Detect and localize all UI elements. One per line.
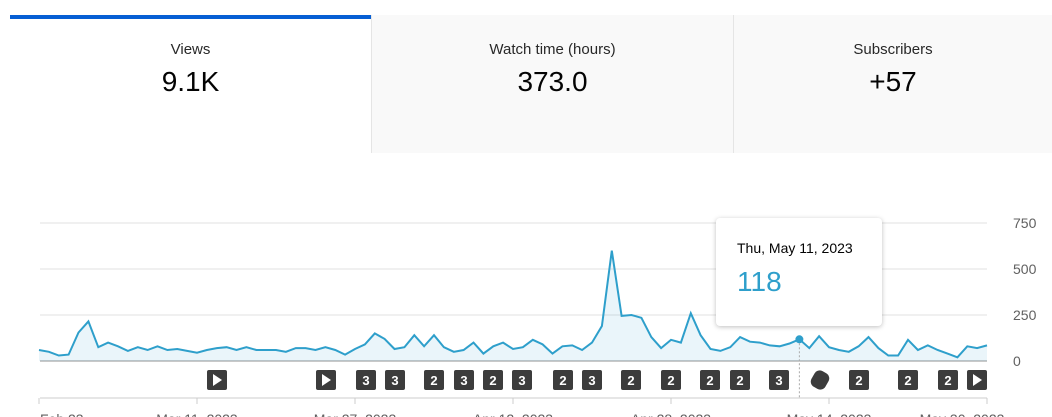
video-count-box <box>898 370 918 390</box>
video-count: 3 <box>391 373 398 388</box>
x-tick-label: Feb 23 <box>40 411 84 417</box>
video-count: 3 <box>775 373 782 388</box>
area <box>39 250 987 361</box>
video-count-box <box>849 370 869 390</box>
tab-label: Watch time (hours) <box>489 41 616 58</box>
tooltip-value: 118 <box>737 266 782 297</box>
video-count: 3 <box>460 373 467 388</box>
tab-value: 373.0 <box>517 66 588 97</box>
x-tick-label: Mar 11, 2023 <box>156 411 238 417</box>
video-count-box <box>454 370 474 390</box>
y-tick-label: 250 <box>1013 307 1037 323</box>
y-tick-label: 0 <box>1013 353 1021 369</box>
y-tick-label: 750 <box>1013 215 1037 231</box>
video-count-box <box>938 370 958 390</box>
tab-label: Views <box>170 41 211 58</box>
x-tick-label: Apr 12, 2023 <box>473 411 553 417</box>
video-count-box <box>483 370 503 390</box>
video-count-box <box>621 370 641 390</box>
hover-point <box>795 335 804 344</box>
video-count: 2 <box>904 373 911 388</box>
x-tick-label: Apr 28, 2023 <box>631 411 711 417</box>
video-count: 3 <box>518 373 525 388</box>
video-count-box <box>512 370 532 390</box>
x-tick-label: Mar 27, 2023 <box>314 411 397 417</box>
x-tick-label: May 14, 2023 <box>787 411 872 417</box>
tab-value: 9.1K <box>161 66 220 97</box>
tooltip: Thu, May 11, 2023 118 <box>716 218 882 326</box>
video-count: 2 <box>559 373 566 388</box>
tab-value: +57 <box>869 66 917 97</box>
video-markers: 3 3 2 3 2 3 2 3 2 2 2 2 3 2 2 2 <box>207 370 987 390</box>
y-tick-label: 500 <box>1013 261 1037 277</box>
play-glyph <box>973 374 982 386</box>
tab[interactable]: Subscribers +57 <box>733 15 1052 153</box>
video-count: 2 <box>944 373 951 388</box>
video-count: 2 <box>855 373 862 388</box>
video-count: 2 <box>667 373 674 388</box>
video-count: 2 <box>430 373 437 388</box>
tab[interactable]: Watch time (hours) 373.0 <box>371 15 733 153</box>
video-count-box <box>700 370 720 390</box>
video-count-box <box>661 370 681 390</box>
video-count-box <box>424 370 444 390</box>
video-count-box <box>730 370 750 390</box>
video-count: 2 <box>706 373 713 388</box>
video-count-box <box>582 370 602 390</box>
shorts-icon <box>810 370 830 390</box>
line <box>38 250 988 359</box>
video-count: 2 <box>736 373 743 388</box>
tab[interactable]: Views 9.1K <box>10 15 371 153</box>
video-count-box <box>769 370 789 390</box>
video-count: 2 <box>627 373 634 388</box>
video-count-box <box>385 370 405 390</box>
video-count: 2 <box>489 373 496 388</box>
video-count-box <box>553 370 573 390</box>
play-glyph <box>213 374 222 386</box>
tooltip-date: Thu, May 11, 2023 <box>737 240 853 256</box>
video-count-box <box>356 370 376 390</box>
tab-label: Subscribers <box>853 41 933 58</box>
play-glyph <box>322 374 331 386</box>
x-tick-label: May 30, 2023 <box>920 411 1005 417</box>
video-count: 3 <box>362 373 369 388</box>
video-count: 3 <box>588 373 595 388</box>
